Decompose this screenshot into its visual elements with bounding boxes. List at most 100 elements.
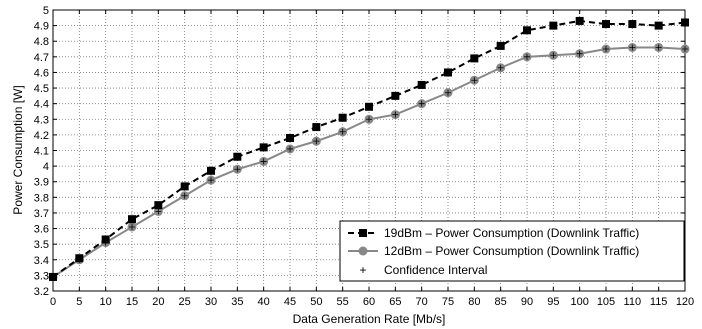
confidence-marker-12dbm bbox=[234, 166, 241, 173]
confidence-marker-19dbm bbox=[655, 22, 662, 29]
x-tick-label: 90 bbox=[521, 296, 533, 308]
confidence-marker-19dbm bbox=[208, 167, 214, 174]
x-tick-label: 40 bbox=[258, 296, 270, 308]
x-tick-label: 0 bbox=[50, 296, 56, 308]
confidence-marker-19dbm bbox=[181, 183, 188, 190]
legend-entry-12dbm: 12dBm – Power Consumption (Downlink Traf… bbox=[348, 244, 639, 258]
confidence-marker-19dbm bbox=[234, 153, 241, 160]
confidence-marker-12dbm bbox=[208, 177, 214, 184]
x-tick-label: 95 bbox=[547, 296, 559, 308]
y-tick-label: 4.1 bbox=[34, 146, 49, 158]
confidence-marker-12dbm bbox=[471, 77, 478, 84]
confidence-marker-12dbm bbox=[576, 50, 583, 57]
y-tick-label: 3.2 bbox=[34, 286, 49, 298]
x-tick-label: 15 bbox=[126, 296, 138, 308]
confidence-marker-12dbm bbox=[392, 111, 399, 118]
confidence-marker-19dbm bbox=[50, 273, 56, 280]
confidence-marker-12dbm bbox=[603, 46, 609, 53]
confidence-marker-12dbm bbox=[682, 46, 688, 53]
confidence-marker-19dbm bbox=[682, 19, 688, 26]
x-tick-label: 30 bbox=[205, 296, 217, 308]
legend: 19dBm – Power Consumption (Downlink Traf… bbox=[339, 220, 685, 282]
confidence-marker-19dbm bbox=[392, 92, 399, 99]
x-tick-label: 115 bbox=[650, 296, 668, 308]
confidence-marker-19dbm bbox=[313, 124, 320, 131]
x-tick-label: 35 bbox=[231, 296, 243, 308]
confidence-marker-19dbm bbox=[102, 236, 109, 243]
x-tick-label: 5 bbox=[76, 296, 82, 308]
legend-label-12dbm: 12dBm – Power Consumption (Downlink Traf… bbox=[384, 244, 639, 258]
x-tick-label: 65 bbox=[389, 296, 401, 308]
confidence-marker-12dbm bbox=[497, 64, 504, 71]
series-layer bbox=[48, 16, 690, 282]
confidence-marker-12dbm bbox=[181, 192, 188, 199]
y-tick-label: 4.3 bbox=[34, 114, 49, 126]
confidence-marker-19dbm bbox=[497, 42, 504, 49]
x-tick-label: 20 bbox=[152, 296, 164, 308]
confidence-marker-12dbm bbox=[550, 52, 557, 59]
confidence-marker-19dbm bbox=[260, 144, 267, 151]
legend-label-confidence: Confidence Interval bbox=[384, 263, 487, 277]
y-tick-label: 3.9 bbox=[34, 177, 49, 189]
legend-label-19dbm: 19dBm – Power Consumption (Downlink Traf… bbox=[384, 226, 639, 240]
y-axis-label: Power Consumption [W] bbox=[11, 85, 25, 214]
x-axis-ticks: 0 5 10 15 20 25 30 35 40 45 50 55 60 65 70 75 80 85 90 95 10… bbox=[50, 10, 694, 308]
confidence-marker-19dbm bbox=[550, 22, 557, 29]
y-axis-ticks: 3.2 3.3 3.4 3.5 3.6 3.7 3.8 3.9 4 4.1 4.2 4.3 4.4 4.5… bbox=[34, 5, 685, 298]
x-tick-label: 70 bbox=[416, 296, 428, 308]
confidence-marker-19dbm bbox=[603, 21, 609, 28]
y-tick-label: 5 bbox=[43, 5, 49, 17]
y-tick-label: 4 bbox=[43, 161, 49, 173]
y-tick-label: 4.6 bbox=[34, 67, 49, 79]
x-tick-label: 75 bbox=[442, 296, 454, 308]
confidence-marker-12dbm bbox=[629, 44, 636, 51]
confidence-marker-19dbm bbox=[155, 202, 162, 209]
x-tick-label: 80 bbox=[468, 296, 480, 308]
x-tick-label: 55 bbox=[337, 296, 349, 308]
y-tick-label: 4.8 bbox=[34, 36, 49, 48]
legend-entry-confidence: + Confidence Interval bbox=[359, 263, 487, 277]
confidence-marker-19dbm bbox=[366, 103, 372, 110]
confidence-marker-12dbm bbox=[655, 44, 662, 51]
y-tick-label: 3.7 bbox=[34, 208, 49, 220]
y-tick-label: 3.8 bbox=[34, 192, 49, 204]
x-tick-label: 120 bbox=[676, 296, 694, 308]
confidence-marker-19dbm bbox=[576, 17, 583, 24]
confidence-marker-19dbm bbox=[471, 55, 478, 62]
confidence-marker-19dbm bbox=[339, 114, 346, 121]
x-tick-label: 85 bbox=[495, 296, 507, 308]
confidence-marker-12dbm bbox=[524, 53, 530, 60]
confidence-marker-12dbm bbox=[445, 89, 451, 96]
legend-box bbox=[339, 220, 685, 282]
confidence-marker-19dbm bbox=[445, 69, 451, 76]
confidence-marker-19dbm bbox=[76, 255, 83, 262]
confidence-marker-19dbm bbox=[524, 27, 530, 34]
confidence-marker-12dbm bbox=[418, 100, 425, 107]
y-tick-label: 4.5 bbox=[34, 83, 49, 95]
y-tick-label: 4.9 bbox=[34, 21, 49, 33]
confidence-marker-19dbm bbox=[287, 135, 293, 142]
y-tick-label: 4.7 bbox=[34, 52, 49, 64]
x-tick-label: 45 bbox=[284, 296, 296, 308]
svg-text:+: + bbox=[359, 263, 366, 277]
x-tick-label: 60 bbox=[363, 296, 375, 308]
confidence-marker-12dbm bbox=[287, 145, 293, 152]
confidence-marker-12dbm bbox=[155, 208, 162, 215]
y-tick-label: 4.4 bbox=[34, 99, 49, 111]
confidence-marker-12dbm bbox=[366, 116, 372, 123]
legend-entry-19dbm: 19dBm – Power Consumption (Downlink Traf… bbox=[348, 226, 639, 240]
x-axis-label: Data Generation Rate [Mb/s] bbox=[293, 312, 446, 326]
x-tick-label: 25 bbox=[179, 296, 191, 308]
confidence-marker-12dbm bbox=[313, 138, 320, 145]
y-tick-label: 3.4 bbox=[34, 255, 49, 267]
y-tick-label: 3.6 bbox=[34, 224, 49, 236]
confidence-marker-19dbm bbox=[629, 21, 636, 28]
x-tick-label: 10 bbox=[100, 296, 112, 308]
confidence-marker-12dbm bbox=[339, 128, 346, 135]
y-tick-label: 3.5 bbox=[34, 239, 49, 251]
x-tick-label: 105 bbox=[597, 296, 615, 308]
x-tick-label: 50 bbox=[310, 296, 322, 308]
confidence-marker-12dbm bbox=[260, 158, 267, 165]
